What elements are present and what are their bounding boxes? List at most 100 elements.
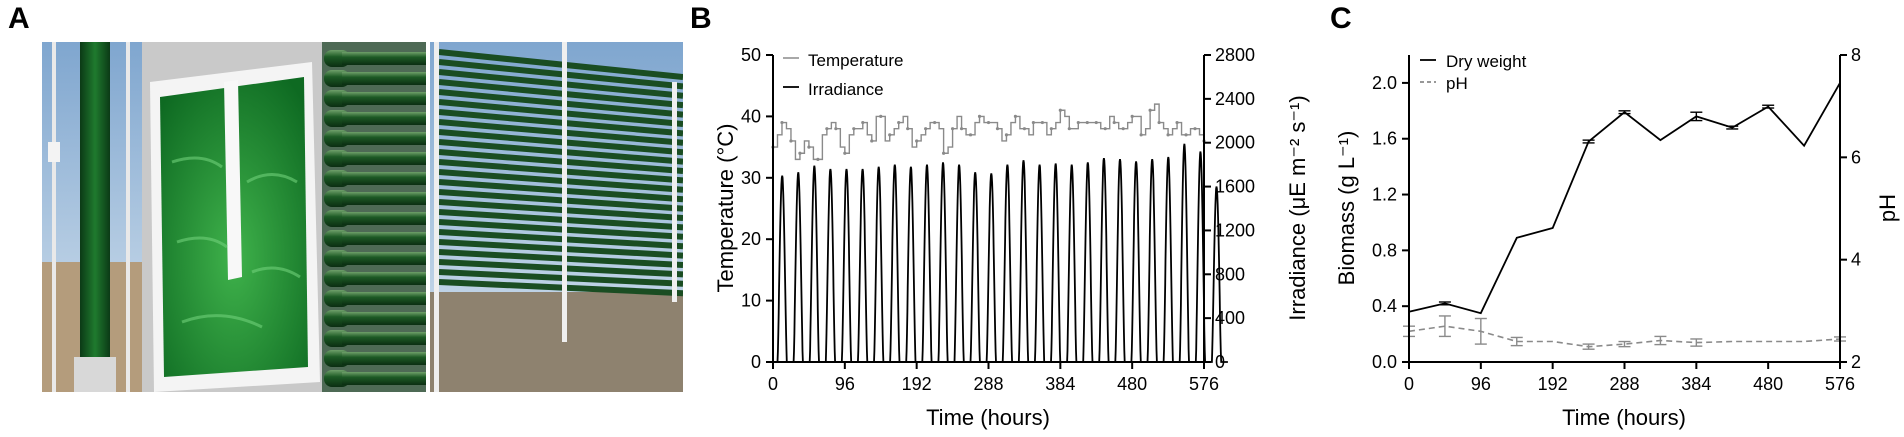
reactor-tube bbox=[438, 139, 684, 165]
c-x-tick-label: 192 bbox=[1538, 374, 1568, 394]
c-y-left-tick-label: 1.2 bbox=[1372, 185, 1397, 205]
reactor-tube bbox=[438, 159, 684, 184]
c-legend: Dry weight pH bbox=[1420, 52, 1527, 93]
b-y-right-tick-label: 2400 bbox=[1215, 89, 1255, 109]
temperature-point bbox=[789, 139, 793, 143]
photo-collage bbox=[42, 42, 684, 392]
temperature-point bbox=[906, 127, 910, 131]
c-x-tick-label: 288 bbox=[1609, 374, 1639, 394]
coil-tube bbox=[342, 172, 427, 185]
reactor-tube bbox=[438, 189, 684, 212]
temperature-point bbox=[897, 120, 901, 125]
temperature-point bbox=[879, 114, 883, 118]
panel-letter-b: B bbox=[690, 2, 712, 35]
temperature-point bbox=[986, 120, 991, 125]
temperature-point bbox=[1166, 133, 1170, 137]
c-y-left-tick-label: 0.0 bbox=[1372, 352, 1397, 372]
temperature-point bbox=[807, 145, 811, 149]
coil-tube bbox=[342, 372, 427, 385]
reactor-tube bbox=[438, 69, 684, 99]
b-y-left-tick-label: 40 bbox=[741, 106, 761, 126]
temperature-point bbox=[1031, 120, 1035, 125]
c-x-tick-label: 480 bbox=[1753, 374, 1783, 394]
photo-column-reactor bbox=[42, 42, 142, 392]
temperature-point bbox=[816, 157, 820, 161]
coil-tube bbox=[342, 232, 427, 245]
c-y-right-label: pH bbox=[1875, 194, 1900, 222]
c-y-left-tick-label: 1.6 bbox=[1372, 129, 1397, 149]
temperature-point bbox=[915, 139, 919, 143]
temperature-point bbox=[933, 120, 937, 125]
coil-tube bbox=[342, 292, 427, 305]
b-y-left-tick-label: 0 bbox=[751, 352, 761, 372]
temperature-point bbox=[1112, 120, 1116, 125]
temperature-point bbox=[861, 120, 865, 125]
c-y-left-tick-label: 0.4 bbox=[1372, 296, 1397, 316]
c-legend-dry-weight: Dry weight bbox=[1446, 52, 1527, 71]
temperature-point bbox=[1175, 120, 1179, 125]
reactor-tube bbox=[438, 209, 684, 231]
c-y-right-tick-label: 8 bbox=[1851, 45, 1861, 65]
coil-tube bbox=[342, 312, 427, 325]
temperature-point bbox=[825, 127, 829, 131]
b-y-right-label: Irradiance (μE m⁻² s⁻¹) bbox=[1285, 95, 1310, 320]
temperature-point bbox=[1058, 108, 1062, 112]
reactor-tube bbox=[438, 119, 684, 146]
b-x-tick-label: 96 bbox=[835, 374, 855, 394]
reactor-tube bbox=[438, 99, 684, 127]
c-y-right-tick-label: 4 bbox=[1851, 250, 1861, 270]
b-y-left-tick-label: 30 bbox=[741, 168, 761, 188]
temperature-point bbox=[1004, 133, 1009, 137]
c-y-left-tick-label: 2.0 bbox=[1372, 73, 1397, 93]
coil-tube bbox=[342, 112, 427, 125]
temperature-point bbox=[1157, 120, 1161, 125]
temperature-point bbox=[870, 139, 874, 143]
temperature-point bbox=[843, 151, 847, 155]
b-x-tick-label: 384 bbox=[1045, 374, 1075, 394]
temperature-point bbox=[1184, 133, 1188, 137]
reactor-tube bbox=[438, 79, 684, 109]
c-x-label: Time (hours) bbox=[1562, 405, 1686, 430]
photo-tubular-reactor-front bbox=[430, 42, 684, 392]
b-y-left-tick-label: 50 bbox=[741, 45, 761, 65]
reactor-tube bbox=[438, 249, 684, 268]
reactor-tube bbox=[438, 199, 684, 221]
b-legend: Temperature Irradiance bbox=[783, 51, 903, 99]
temperature-point bbox=[1049, 127, 1053, 131]
reactor-tube bbox=[438, 229, 684, 250]
c-x-tick-label: 576 bbox=[1825, 374, 1855, 394]
b-y-left-tick-label: 20 bbox=[741, 229, 761, 249]
b-x-tick-label: 576 bbox=[1189, 374, 1219, 394]
photo-collage-drawing bbox=[42, 42, 684, 392]
c-legend-ph: pH bbox=[1446, 74, 1468, 93]
temperature-point bbox=[888, 133, 892, 137]
coil-tube bbox=[342, 352, 427, 365]
b-y-right-tick-label: 1600 bbox=[1215, 177, 1255, 197]
c-y-left-tick-label: 0.8 bbox=[1372, 240, 1397, 260]
reactor-tube bbox=[438, 179, 684, 203]
b-x-label: Time (hours) bbox=[926, 405, 1050, 430]
b-y-right-tick-label: 400 bbox=[1215, 308, 1245, 328]
temperature-point bbox=[1022, 127, 1027, 131]
photo-tubular-reactor-side bbox=[322, 42, 427, 392]
reactor-tube bbox=[438, 219, 684, 240]
c-x-tick-label: 384 bbox=[1681, 374, 1711, 394]
temperature-point bbox=[780, 120, 784, 125]
b-x-tick-label: 480 bbox=[1117, 374, 1147, 394]
temperature-point bbox=[1103, 127, 1107, 131]
c-y-left-label: Biomass (g L⁻¹) bbox=[1334, 131, 1359, 286]
coil-tube bbox=[342, 92, 427, 105]
temperature-point bbox=[1067, 127, 1071, 131]
b-y-left-tick-label: 10 bbox=[741, 291, 761, 311]
b-y-right-tick-label: 0 bbox=[1215, 352, 1225, 372]
temperature-point bbox=[924, 127, 928, 131]
temperature-point bbox=[995, 127, 1000, 131]
coil-tube bbox=[342, 152, 427, 165]
temperature-point bbox=[834, 127, 838, 131]
temperature-point bbox=[1121, 127, 1125, 131]
b-y-right-tick-label: 2800 bbox=[1215, 45, 1255, 65]
temperature-point bbox=[968, 133, 973, 137]
b-y-right-tick-label: 1200 bbox=[1215, 220, 1255, 240]
temperature-point bbox=[1040, 120, 1044, 125]
